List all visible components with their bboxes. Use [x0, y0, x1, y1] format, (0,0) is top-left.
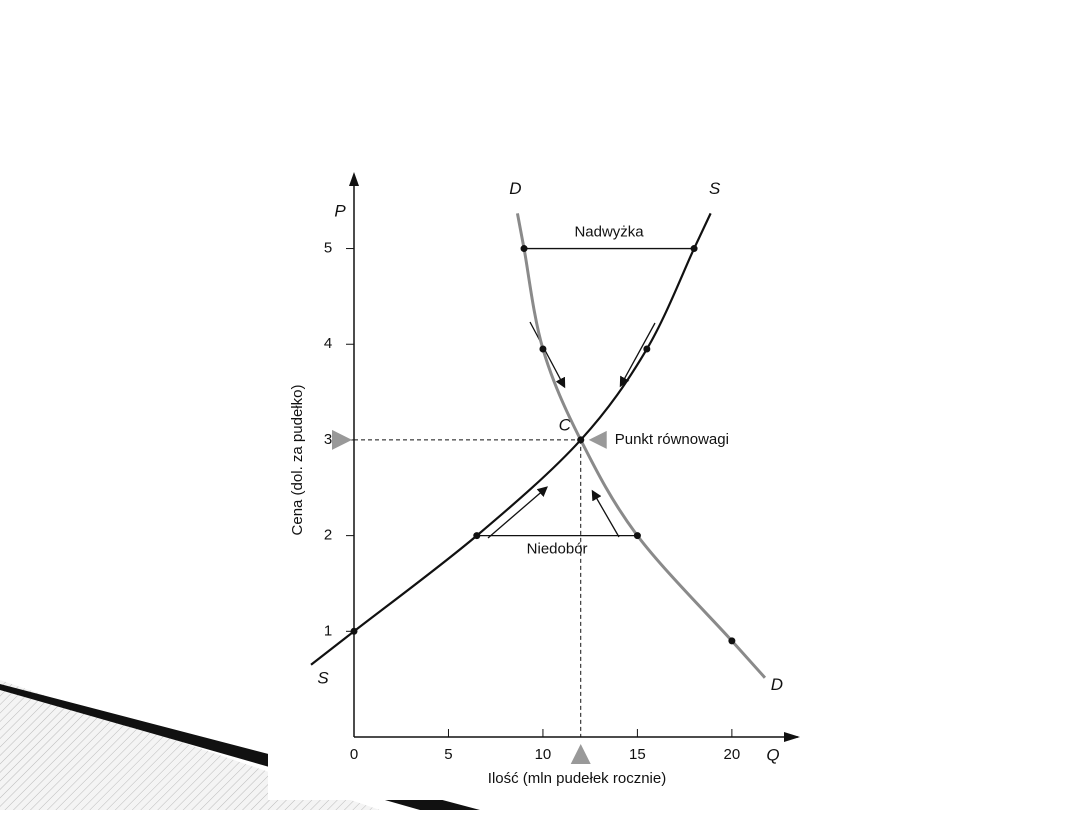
series-label: S — [317, 668, 329, 687]
point — [350, 627, 358, 635]
marker-triangle — [570, 744, 591, 764]
marker-triangle — [332, 429, 352, 450]
shortage-label: Niedobór — [527, 541, 588, 558]
y-axis-label: Cena (dol. za pudełko) — [289, 385, 306, 536]
x-tick-label: 10 — [535, 746, 552, 763]
arrow — [487, 486, 548, 539]
series-label: D — [771, 675, 783, 694]
equilibrium-label: C — [559, 415, 572, 434]
surplus-label: Nadwyżka — [574, 224, 644, 241]
y-axis-symbol: P — [334, 201, 346, 220]
point — [520, 245, 528, 253]
x-tick-label: 15 — [629, 746, 646, 763]
x-axis-symbol: Q — [766, 745, 779, 764]
curve — [310, 212, 712, 666]
point — [539, 345, 547, 353]
point — [728, 637, 736, 645]
arrow — [529, 321, 566, 389]
x-tick-label: 20 — [724, 746, 741, 763]
series-label: D — [509, 179, 521, 198]
arrow — [591, 489, 620, 538]
series-label: S — [709, 179, 721, 198]
y-tick-label: 3 — [324, 431, 332, 448]
arrow — [619, 322, 656, 388]
equilibrium-note: Punkt równowagi — [615, 431, 729, 448]
marker-triangle — [588, 430, 607, 449]
x-axis-label: Ilość (mln pudełek rocznie) — [488, 770, 666, 787]
y-axis-arrow — [349, 172, 359, 186]
point — [633, 532, 641, 540]
point — [643, 345, 651, 353]
point — [690, 245, 698, 253]
x-tick-label: 5 — [444, 746, 452, 763]
y-tick-label: 2 — [324, 527, 332, 544]
x-tick-label: 0 — [350, 746, 358, 763]
y-tick-label: 1 — [324, 622, 332, 639]
point — [577, 436, 585, 444]
y-tick-label: 4 — [324, 335, 332, 352]
x-axis-arrow — [784, 732, 800, 742]
point — [473, 532, 481, 540]
y-tick-label: 5 — [324, 240, 332, 257]
